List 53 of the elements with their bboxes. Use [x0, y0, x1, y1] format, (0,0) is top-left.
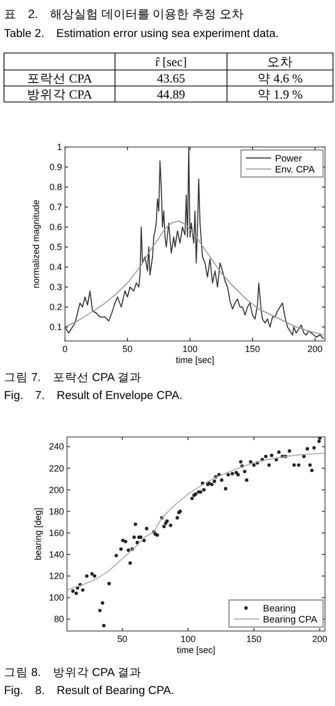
y-tick-label: 220 [48, 463, 64, 474]
y-tick-label: 240 [48, 442, 64, 452]
y-tick-label: 0.5 [49, 242, 62, 252]
y-tick-label: 100 [48, 592, 64, 603]
line-series [64, 146, 324, 340]
text: 약 4.6 % [257, 72, 303, 86]
x-tick-label: 50 [122, 344, 133, 354]
x-axis-title: time [sec] [176, 645, 216, 655]
legend-label: Env. CPA [275, 164, 316, 176]
text: 43.65 [156, 72, 186, 86]
y-tick-label: 1 [56, 142, 62, 152]
y-tick-label: 0.1 [49, 322, 62, 332]
x-tick-label: 100 [182, 344, 198, 354]
y-axis-title: bearing [deg] [33, 508, 43, 560]
category-label: r̂ [sec] [155, 55, 187, 69]
category-label: 포락선 CPA [26, 72, 92, 86]
text: Table 2. Estimation error using sea experiment data. [4, 28, 279, 40]
y-tick-label: 180 [48, 506, 64, 516]
x-tick-label: 100 [180, 634, 196, 644]
line-series [66, 452, 326, 591]
y-tick-label: 0.8 [49, 182, 62, 192]
y-tick-label: 200 [48, 484, 64, 495]
caption: Fig. 8. Result of Bearing CPA. [4, 685, 174, 697]
y-tick-label: 0.6 [49, 222, 62, 232]
x-tick-label: 150 [246, 634, 262, 644]
category-label: 오차 [267, 55, 293, 69]
y-axis-title: normalized magnitude [31, 200, 41, 288]
legend-label: Bearing [263, 604, 296, 614]
caption: 그림 8. 방위각 CPA 결과 [4, 667, 142, 679]
y-tick-label: 160 [48, 528, 64, 538]
x-tick-label: 200 [312, 634, 328, 644]
y-tick-label: 0.7 [49, 202, 62, 212]
y-tick-label: 0.3 [49, 282, 62, 292]
legend-label: Bearing CPA [263, 614, 318, 626]
y-tick-label: 80 [54, 614, 64, 624]
y-tick-label: 0.9 [49, 162, 62, 172]
x-tick-label: 200 [307, 344, 323, 354]
y-tick-label: 120 [48, 571, 64, 582]
category-label: 방위각 CPA [26, 88, 92, 102]
y-tick-label: 0.4 [49, 262, 62, 272]
x-tick-label: 50 [117, 634, 128, 644]
x-tick-label: 150 [244, 344, 260, 354]
line-series [64, 220, 324, 336]
caption: 그림 7. 포락선 CPA 결과 [4, 372, 142, 384]
y-tick-label: 0.2 [49, 302, 62, 312]
text: 44.89 [156, 88, 186, 102]
y-tick-label: 140 [48, 549, 64, 560]
legend-label: Power [275, 154, 302, 164]
x-tick-label: 0 [62, 344, 68, 354]
caption: Fig. 7. Result of Envelope CPA. [4, 390, 182, 402]
text: 약 1.9 % [257, 88, 303, 102]
x-axis-title: time [sec] [176, 355, 214, 365]
text: 표 2. 해상실험 데이터를 이용한 추정 오차 [4, 7, 244, 21]
